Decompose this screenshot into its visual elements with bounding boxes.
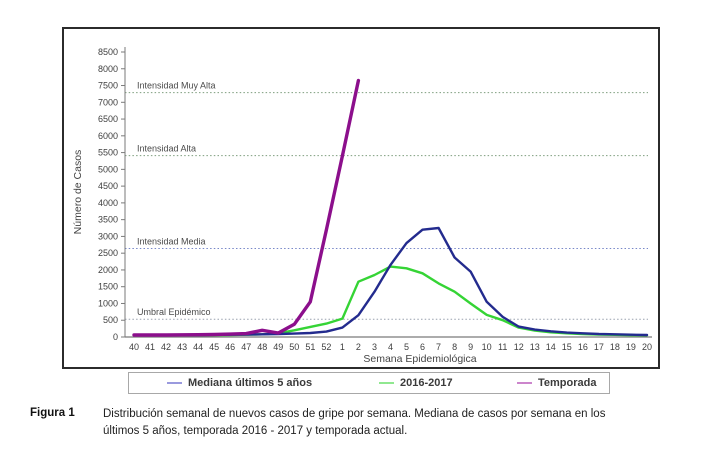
threshold-label-0: Umbral Epidémico	[137, 307, 211, 317]
x-tick-label: 5	[404, 342, 409, 352]
x-tick-label: 44	[193, 342, 203, 352]
threshold-label-3: Intensidad Muy Alta	[137, 81, 216, 91]
series-line-2	[132, 78, 361, 337]
x-tick-label: 18	[610, 342, 620, 352]
x-tick-label: 46	[225, 342, 235, 352]
x-tick-label: 47	[241, 342, 251, 352]
x-tick-label: 41	[145, 342, 155, 352]
x-tick-label: 14	[546, 342, 556, 352]
x-tick-label: 45	[209, 342, 219, 352]
x-tick-label: 51	[305, 342, 315, 352]
chart-frame: Umbral Epidémico Intensidad Media Intensid…	[62, 27, 660, 369]
x-tick-label: 48	[257, 342, 267, 352]
y-tick-label: 7500	[98, 81, 118, 91]
chart-svg: Umbral Epidémico Intensidad Media Intensid…	[72, 47, 652, 365]
threshold-label-2: Intensidad Alta	[137, 144, 196, 154]
figure-caption-line2: últimos 5 años, temporada 2016 - 2017 y …	[103, 425, 408, 438]
y-tick-label: 1500	[98, 282, 118, 292]
x-tick-label: 11	[498, 342, 507, 352]
legend-label-temporada: Temporada	[538, 377, 597, 389]
x-tick-label: 8	[452, 342, 457, 352]
x-tick-label: 4	[388, 342, 393, 352]
x-tick-label: 15	[562, 342, 572, 352]
x-tick-label: 6	[420, 342, 425, 352]
x-tick-label: 16	[578, 342, 588, 352]
x-tick-label: 9	[468, 342, 473, 352]
legend-label-2016-2017: 2016-2017	[400, 377, 453, 389]
x-tick-label: 19	[626, 342, 636, 352]
y-tick-label: 6500	[98, 114, 118, 124]
y-tick-label: 1000	[98, 298, 118, 308]
x-tick-label: 42	[161, 342, 171, 352]
x-tick-label: 7	[436, 342, 441, 352]
y-tick-label: 8000	[98, 64, 118, 74]
legend-item-temporada: Temporada	[517, 373, 596, 393]
legend-item-mediana: Mediana últimos 5 años	[167, 373, 312, 393]
legend-label-mediana: Mediana últimos 5 años	[188, 377, 313, 389]
x-tick-label: 49	[273, 342, 283, 352]
y-tick-label: 3500	[98, 215, 118, 225]
figure-caption-text: Distribución semanal de nuevos casos de …	[103, 406, 678, 441]
legend-swatch-temporada	[517, 382, 532, 384]
legend-swatch-mediana	[167, 382, 182, 384]
y-tick-label: 7000	[98, 97, 118, 107]
figure-caption-line1: Distribución semanal de nuevos casos de …	[103, 408, 606, 420]
y-tick-label: 4500	[98, 181, 118, 191]
x-tick-label: 43	[177, 342, 187, 352]
x-tick-label: 40	[129, 342, 139, 352]
y-tick-label: 4000	[98, 198, 118, 208]
series-line-1	[132, 265, 649, 337]
x-tick-label: 2	[356, 342, 361, 352]
chart-legend: Mediana últimos 5 años 2016-2017 Tempora…	[128, 372, 610, 394]
x-tick-label: 3	[372, 342, 377, 352]
legend-item-2016-2017: 2016-2017	[379, 373, 453, 393]
y-tick-label: 2000	[98, 265, 118, 275]
y-axis-title: Número de Casos	[72, 150, 84, 235]
x-tick-label: 50	[289, 342, 299, 352]
y-tick-label: 8500	[98, 47, 118, 57]
figure-caption-label: Figura 1	[30, 407, 75, 419]
y-tick-label: 500	[103, 315, 118, 325]
x-axis-title: Semana Epidemiológica	[363, 353, 476, 365]
y-tick-label: 5000	[98, 164, 118, 174]
x-tick-label: 12	[514, 342, 524, 352]
x-tick-label: 1	[340, 342, 345, 352]
y-tick-label: 3000	[98, 231, 118, 241]
threshold-label-1: Intensidad Media	[137, 236, 206, 246]
y-tick-label: 6000	[98, 131, 118, 141]
y-tick-label: 5500	[98, 148, 118, 158]
x-tick-label: 10	[482, 342, 492, 352]
y-tick-label: 2500	[98, 248, 118, 258]
x-tick-label: 17	[594, 342, 604, 352]
y-tick-label: 0	[113, 332, 118, 342]
x-tick-label: 13	[530, 342, 540, 352]
x-tick-label: 20	[642, 342, 652, 352]
legend-swatch-2016-2017	[379, 382, 394, 384]
x-tick-label: 52	[321, 342, 331, 352]
